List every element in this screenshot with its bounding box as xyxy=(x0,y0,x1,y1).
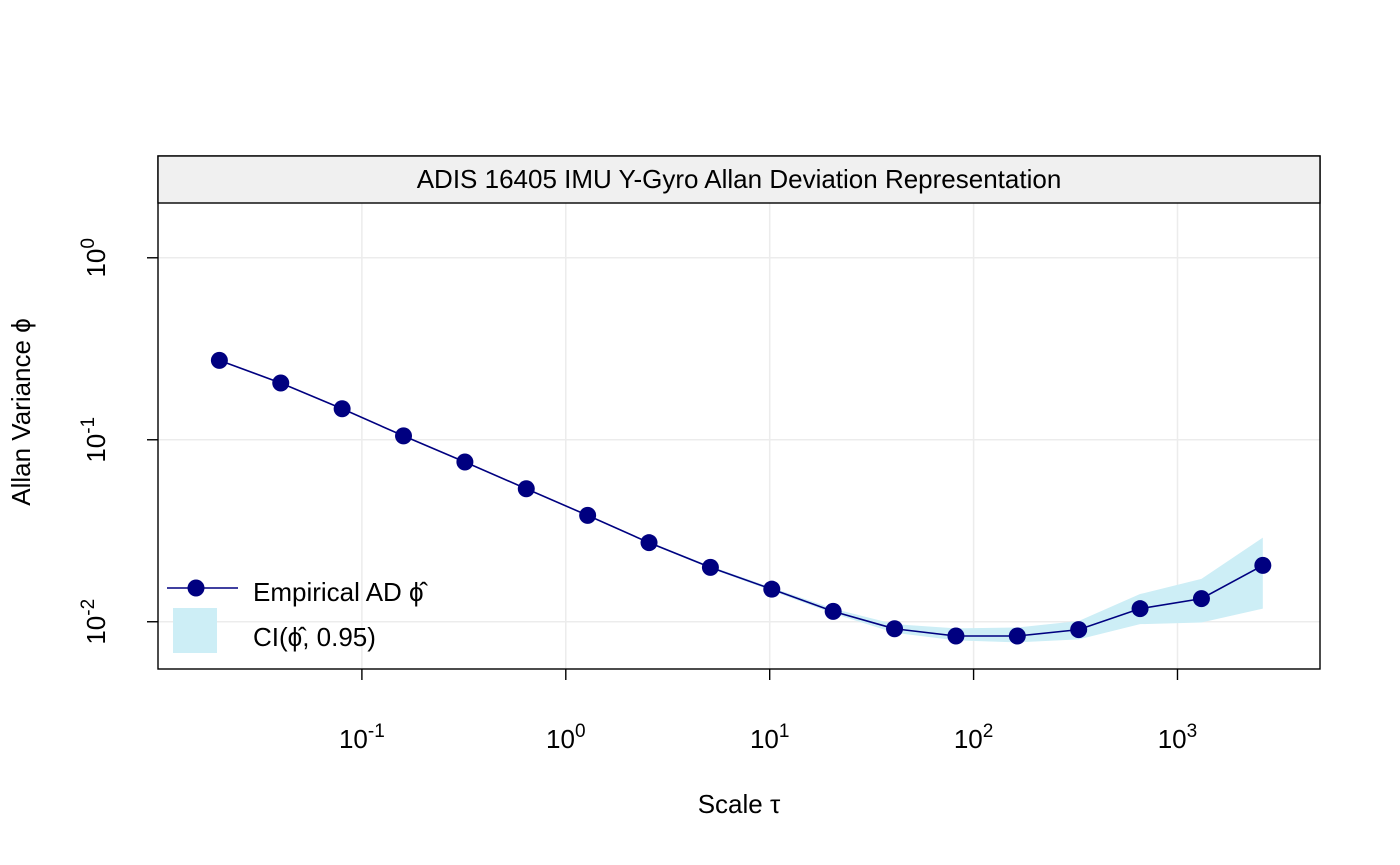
x-axis: 10-1 100 101 102 103 xyxy=(339,669,1197,754)
data-point xyxy=(272,374,290,392)
data-point xyxy=(1254,556,1272,574)
series-line xyxy=(219,359,1264,637)
x-tick-label: 103 xyxy=(1158,721,1198,754)
data-point xyxy=(395,427,413,445)
series-layer xyxy=(210,351,1272,645)
y-tick-label: 10-2 xyxy=(78,599,111,645)
data-point xyxy=(701,558,719,576)
data-point xyxy=(640,534,658,552)
confidence-band xyxy=(219,360,1263,643)
x-tick-label: 100 xyxy=(546,721,586,754)
data-point xyxy=(947,627,965,645)
x-tick-label: 102 xyxy=(954,721,994,754)
data-point xyxy=(579,506,597,524)
data-point xyxy=(1008,627,1026,645)
data-point xyxy=(1192,590,1210,608)
confidence-band-layer xyxy=(219,360,1263,643)
data-point xyxy=(210,351,228,369)
title-strip xyxy=(157,155,1321,204)
data-point xyxy=(456,453,474,471)
x-tick-label: 101 xyxy=(750,721,790,754)
data-point xyxy=(1070,621,1088,639)
legend: Empirical AD ϕ̂ CI(ϕ̂, 0.95) xyxy=(167,577,429,653)
data-point xyxy=(886,620,904,638)
plot-frame xyxy=(157,155,1321,670)
legend-line-label: Empirical AD ϕ̂ xyxy=(253,577,429,607)
y-axis: 10-2 10-1 100 xyxy=(78,238,158,645)
data-point xyxy=(333,400,351,418)
data-point xyxy=(824,602,842,620)
legend-point-swatch xyxy=(187,579,205,597)
chart-title: ADIS 16405 IMU Y-Gyro Allan Deviation Re… xyxy=(417,164,1062,194)
y-axis-label: Allan Variance ϕ xyxy=(6,318,36,506)
y-tick-label: 10-1 xyxy=(78,417,111,463)
y-tick-label: 100 xyxy=(78,238,111,278)
data-point xyxy=(1131,600,1149,618)
data-point xyxy=(763,580,781,598)
legend-band-swatch xyxy=(173,608,217,653)
x-tick-label: 10-1 xyxy=(339,721,385,754)
legend-band-label: CI(ϕ̂, 0.95) xyxy=(253,622,376,652)
x-axis-label: Scale τ xyxy=(698,789,781,819)
data-point xyxy=(517,480,535,498)
